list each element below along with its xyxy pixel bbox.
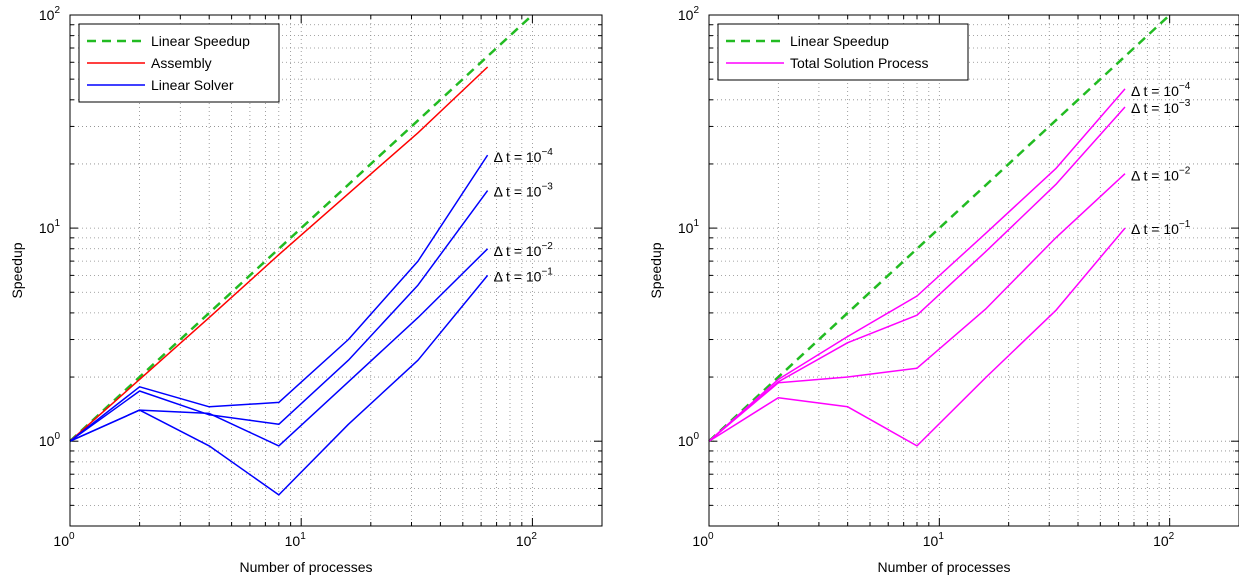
dt-annotation-exponent: −2 (541, 241, 553, 252)
x-tick-base: 10 (1153, 533, 1169, 549)
y-tick-exponent: 0 (54, 431, 60, 442)
dt-annotation-prefix: Δ t = 10 (494, 184, 542, 200)
dt-annotation: Δ t = 10−3 (494, 182, 554, 200)
x-tick-label: 102 (1153, 531, 1175, 549)
legend-box (717, 23, 969, 81)
x-tick-label: 101 (285, 531, 307, 549)
x-tick-exponent: 1 (300, 531, 306, 542)
dt-annotation: Δ t = 10−1 (1131, 219, 1191, 237)
y-tick-label: 100 (678, 431, 700, 449)
dt-annotation-prefix: Δ t = 10 (494, 268, 542, 284)
dt-annotation-prefix: Δ t = 10 (1131, 83, 1179, 99)
dt-annotation: Δ t = 10−1 (494, 266, 554, 284)
y-tick-label: 101 (39, 218, 61, 236)
x-axis-label: Number of processes (877, 559, 1010, 575)
y-tick-base: 10 (39, 220, 55, 236)
series-line-4 (708, 227, 1126, 447)
x-tick-exponent: 0 (708, 531, 714, 542)
x-tick-base: 10 (53, 533, 69, 549)
legend-label: Linear Speedup (790, 33, 889, 49)
x-tick-exponent: 2 (531, 531, 537, 542)
y-tick-exponent: 2 (54, 5, 60, 16)
y-axis-label: Speedup (9, 242, 25, 298)
y-tick-base: 10 (39, 433, 55, 449)
y-tick-label: 101 (678, 218, 700, 236)
x-tick-label: 102 (516, 531, 538, 549)
x-tick-exponent: 2 (1169, 531, 1175, 542)
y-tick-label: 102 (39, 5, 61, 23)
dt-annotation: Δ t = 10−4 (494, 147, 554, 165)
y-tick-base: 10 (39, 7, 55, 23)
x-tick-label: 100 (692, 531, 714, 549)
dt-annotation-prefix: Δ t = 10 (1131, 221, 1179, 237)
dt-annotation-prefix: Δ t = 10 (1131, 100, 1179, 116)
x-tick-exponent: 0 (69, 531, 75, 542)
dt-annotation: Δ t = 10−3 (1131, 98, 1191, 116)
x-tick-base: 10 (692, 533, 708, 549)
y-tick-label: 100 (39, 431, 61, 449)
legend-label: Linear Speedup (151, 33, 250, 49)
y-tick-label: 102 (678, 5, 700, 23)
dt-annotation: Δ t = 10−2 (494, 241, 554, 259)
y-tick-base: 10 (678, 7, 694, 23)
series-total-solution-process (708, 88, 1126, 442)
x-tick-base: 10 (285, 533, 301, 549)
dt-annotation-prefix: Δ t = 10 (494, 243, 542, 259)
dt-annotation: Δ t = 10−4 (1131, 81, 1191, 99)
plot-frame (69, 14, 603, 527)
dt-annotation-exponent: −4 (1179, 81, 1191, 92)
y-tick-exponent: 1 (693, 218, 699, 229)
dt-annotation-prefix: Δ t = 10 (494, 149, 542, 165)
legend-label: Linear Solver (151, 77, 234, 93)
series-line-2 (708, 106, 1126, 442)
dt-annotation-exponent: −3 (541, 182, 553, 193)
plot-frame (708, 14, 1239, 527)
y-tick-base: 10 (678, 220, 694, 236)
y-tick-exponent: 2 (693, 5, 699, 16)
legend-label: Total Solution Process (790, 55, 929, 71)
x-tick-exponent: 1 (938, 531, 944, 542)
series-line-5 (69, 274, 489, 496)
dt-annotation-exponent: −3 (1179, 98, 1191, 109)
legend: Linear Speedup Total Solution Process (717, 23, 969, 81)
series-line-3 (708, 173, 1126, 442)
y-tick-exponent: 0 (693, 431, 699, 442)
legend: Linear Speedup Assembly Linear Solver (78, 23, 280, 103)
dt-annotation-exponent: −1 (541, 266, 553, 277)
y-tick-base: 10 (678, 433, 694, 449)
dt-annotation: Δ t = 10−2 (1131, 166, 1191, 184)
x-axis-label: Number of processes (239, 559, 372, 575)
series-line-3 (69, 190, 489, 442)
x-tick-base: 10 (516, 533, 532, 549)
y-tick-exponent: 1 (54, 218, 60, 229)
x-tick-label: 101 (923, 531, 945, 549)
dt-annotation-exponent: −4 (541, 147, 553, 158)
dt-annotation-prefix: Δ t = 10 (1131, 168, 1179, 184)
dt-annotation-exponent: −1 (1179, 219, 1191, 230)
series-assembly (69, 66, 489, 442)
x-tick-label: 100 (53, 531, 75, 549)
x-tick-base: 10 (923, 533, 939, 549)
y-axis-label: Speedup (648, 242, 664, 298)
series-linear-solver (69, 154, 489, 442)
dt-annotation-exponent: −2 (1179, 166, 1191, 177)
legend-label: Assembly (151, 55, 212, 71)
